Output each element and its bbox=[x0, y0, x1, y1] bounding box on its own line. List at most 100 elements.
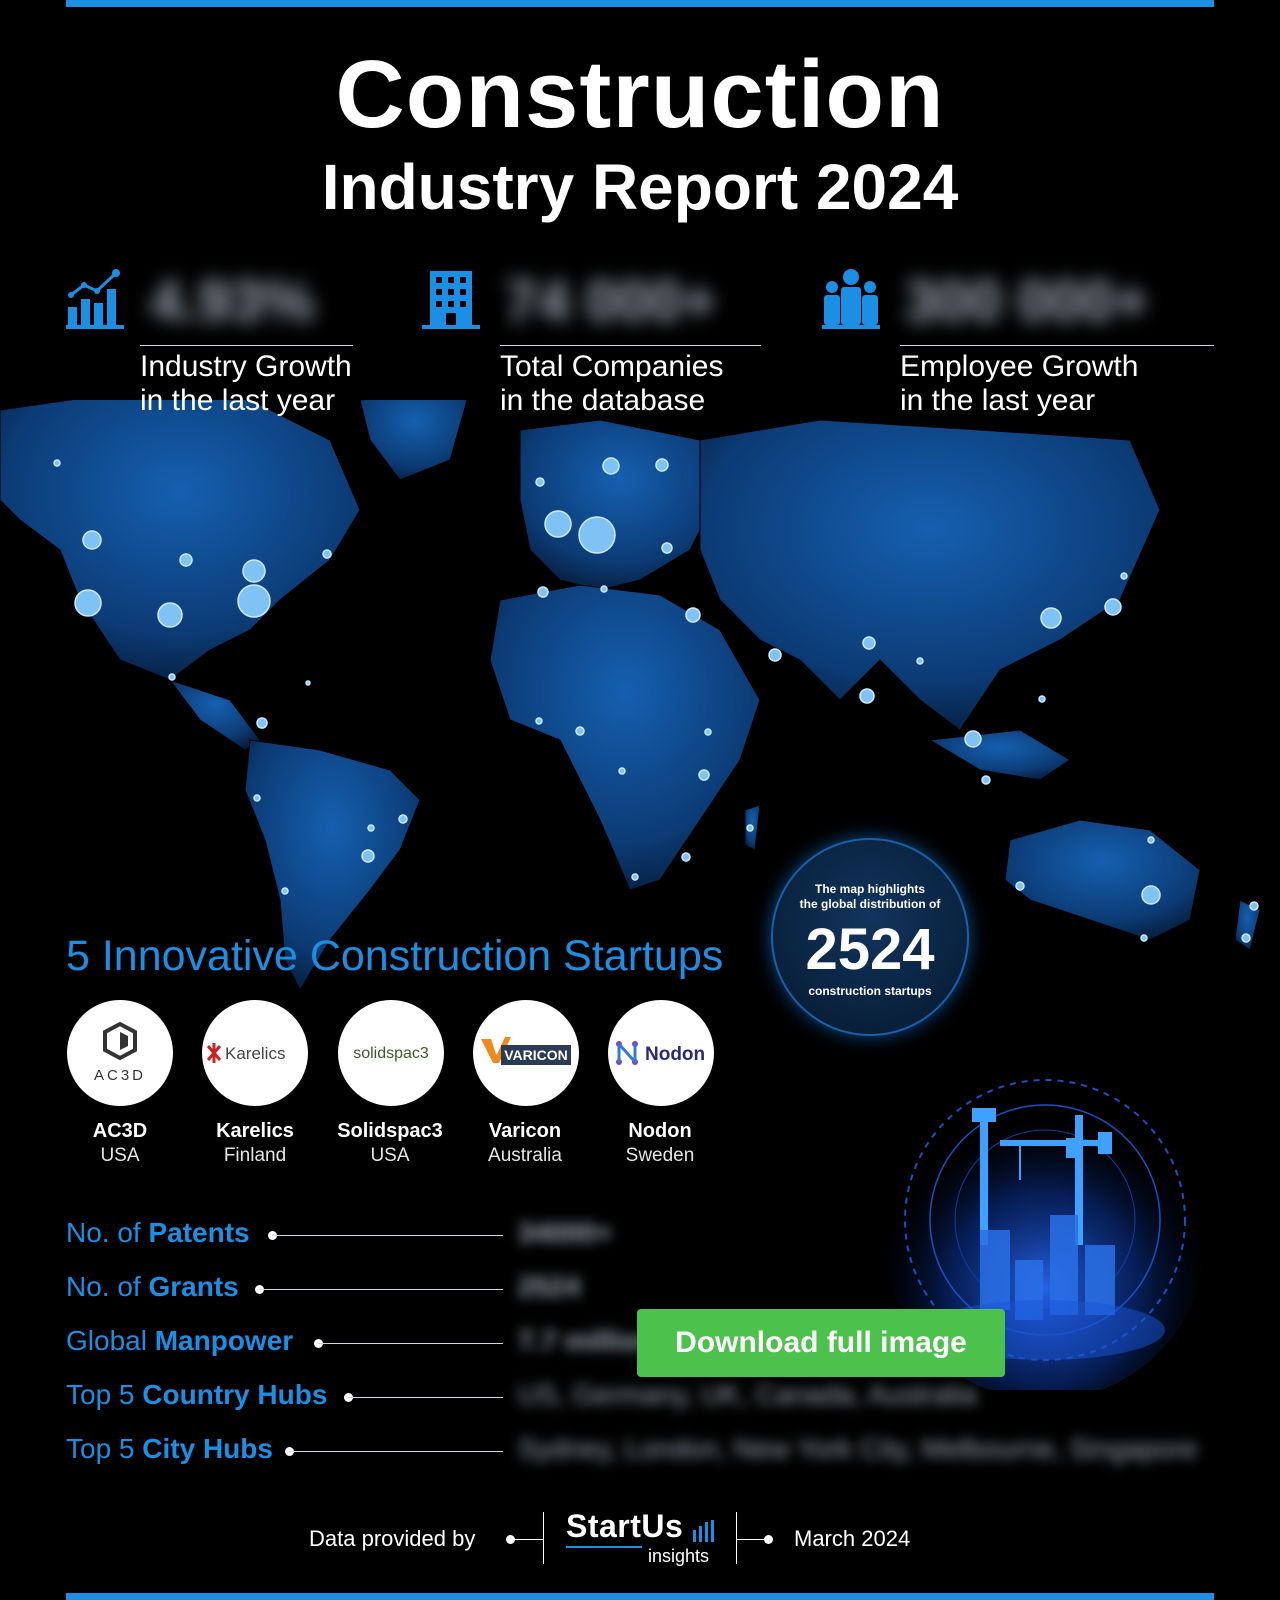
report-subtitle: Industry Report 2024 bbox=[321, 151, 959, 223]
startup-name: Karelics bbox=[216, 1120, 294, 1142]
southeast-asia-islands bbox=[928, 729, 1071, 781]
metric-manpower-label: Global Manpower bbox=[66, 1325, 293, 1357]
badge-footer-caption: construction startups bbox=[808, 984, 932, 998]
brand-name: StartUs bbox=[566, 1508, 684, 1544]
total-companies-value: 74 000+ bbox=[505, 269, 717, 334]
metric-connector-line bbox=[259, 1289, 503, 1290]
people-group-icon bbox=[822, 269, 880, 329]
metric-patents-value: 34000+ bbox=[518, 1217, 613, 1248]
metric-prefix: Top 5 bbox=[66, 1433, 143, 1464]
metric-prefix: Global bbox=[66, 1325, 155, 1356]
australia-landmass bbox=[1004, 819, 1201, 941]
brand-underline bbox=[566, 1546, 642, 1548]
varicon-logo[interactable]: VARICON bbox=[473, 1000, 579, 1106]
africa-landmass bbox=[489, 584, 761, 891]
stat-label-line: Total Companies bbox=[500, 350, 724, 383]
metric-bold: Grants bbox=[148, 1271, 239, 1302]
footer-connector-line bbox=[511, 1539, 543, 1540]
bar-chart-growth-icon bbox=[66, 269, 124, 329]
brand-bars-icon bbox=[693, 1520, 714, 1542]
startus-insights-logo[interactable]: StartUs bbox=[566, 1508, 683, 1545]
startup-country: USA bbox=[370, 1145, 410, 1166]
metric-connector-line bbox=[318, 1343, 503, 1344]
data-provided-by-text: Data provided by bbox=[309, 1526, 476, 1551]
employee-growth-label: Employee Growth in the last year bbox=[900, 350, 1138, 418]
metric-city-hubs-value: Sydney, London, New York City, Melbourne… bbox=[518, 1433, 1198, 1464]
south-america-landmass bbox=[244, 739, 421, 992]
startup-name: Solidspac3 bbox=[337, 1120, 443, 1142]
karelics-logo-mark: Karelics bbox=[206, 1043, 285, 1063]
badge-caption-line: The map highlights bbox=[815, 882, 925, 896]
metric-connector-line bbox=[289, 1451, 503, 1452]
total-companies-label: Total Companies in the database bbox=[500, 350, 723, 418]
karelics-logo[interactable]: Karelics bbox=[202, 1000, 308, 1106]
metric-prefix: No. of bbox=[66, 1217, 149, 1248]
stat-label-line: in the database bbox=[500, 384, 706, 417]
startup-country: Sweden bbox=[625, 1145, 695, 1166]
footer-connector-line bbox=[737, 1539, 767, 1540]
greenland-landmass bbox=[359, 400, 468, 481]
karelics-logo-text: Karelics bbox=[225, 1044, 285, 1063]
startup-count-number: 2524 bbox=[805, 917, 935, 982]
metric-bold: Manpower bbox=[154, 1325, 294, 1356]
startup-name: Varicon bbox=[488, 1120, 562, 1142]
metric-bold: Patents bbox=[148, 1217, 250, 1248]
metric-city-hubs-label: Top 5 City Hubs bbox=[66, 1433, 273, 1465]
footer-dot bbox=[506, 1535, 515, 1544]
startup-count-badge: The map highlights the global distributi… bbox=[771, 838, 969, 1036]
metric-patents-label: No. of Patents bbox=[66, 1217, 250, 1249]
stat-label-line: Industry Growth bbox=[140, 350, 352, 383]
nodon-logo-text: Nodon bbox=[645, 1044, 705, 1065]
stat-divider bbox=[900, 345, 1214, 346]
nodon-logo-mark: Nodon bbox=[616, 1041, 705, 1065]
startup-name: Nodon bbox=[628, 1120, 692, 1142]
office-building-icon bbox=[422, 271, 480, 329]
metric-country-hubs-value: US, Germany, UK, Canada, Australia bbox=[518, 1379, 977, 1410]
startup-country: Finland bbox=[223, 1145, 287, 1166]
varicon-logo-text: VARICON bbox=[504, 1047, 568, 1063]
startup-country: Australia bbox=[488, 1145, 562, 1166]
stat-label-line: in the last year bbox=[900, 384, 1096, 417]
metric-grants-value: 2524 bbox=[518, 1271, 581, 1302]
solidspac3-logo-text: solidspac3 bbox=[353, 1045, 429, 1062]
startup-name: AC3D bbox=[92, 1120, 148, 1142]
solidspac3-logo-mark: solidspac3 bbox=[353, 1045, 429, 1062]
stat-divider bbox=[500, 345, 761, 346]
report-date: March 2024 bbox=[794, 1526, 911, 1551]
ac3d-logo-mark: AC3D bbox=[94, 1021, 146, 1084]
asia-landmass bbox=[699, 419, 1161, 731]
metric-prefix: Top 5 bbox=[66, 1379, 143, 1410]
footer-separator bbox=[736, 1512, 737, 1564]
europe-landmass bbox=[519, 419, 721, 591]
industry-growth-label: Industry Growth in the last year bbox=[140, 350, 352, 418]
report-title: Construction bbox=[335, 41, 945, 148]
north-america-landmass bbox=[0, 400, 361, 681]
ac3d-logo[interactable]: AC3D bbox=[67, 1000, 173, 1106]
nodon-logo[interactable]: Nodon bbox=[608, 1000, 714, 1106]
metric-connector-line bbox=[272, 1235, 503, 1236]
employee-growth-value: 300 000+ bbox=[905, 269, 1149, 334]
world-map bbox=[0, 400, 1261, 992]
bottom-accent-bar bbox=[66, 1593, 1214, 1600]
varicon-logo-mark: VARICON bbox=[481, 1037, 571, 1065]
metric-grants-label: No. of Grants bbox=[66, 1271, 239, 1303]
startup-hotspots bbox=[53, 457, 1259, 943]
ac3d-logo-text: AC3D bbox=[94, 1067, 146, 1084]
badge-caption: The map highlights the global distributi… bbox=[771, 882, 969, 912]
download-full-image-button[interactable]: Download full image bbox=[637, 1309, 1005, 1377]
footer-dot bbox=[764, 1535, 773, 1544]
solidspac3-logo[interactable]: solidspac3 bbox=[338, 1000, 444, 1106]
badge-caption-line: the global distribution of bbox=[799, 897, 941, 911]
stat-label-line: in the last year bbox=[140, 384, 336, 417]
metric-manpower-value: 7.7 million bbox=[518, 1325, 655, 1356]
footer-separator bbox=[543, 1512, 544, 1564]
metric-connector-line bbox=[348, 1397, 503, 1398]
metric-country-hubs-label: Top 5 Country Hubs bbox=[66, 1379, 327, 1411]
stat-label-line: Employee Growth bbox=[900, 350, 1139, 383]
top-accent-bar bbox=[66, 0, 1214, 7]
startups-heading: 5 Innovative Construction Startups bbox=[66, 932, 724, 980]
brand-subtitle: insights bbox=[648, 1546, 710, 1566]
metric-prefix: No. of bbox=[66, 1271, 149, 1302]
central-america-landmass bbox=[168, 679, 261, 751]
startup-country: USA bbox=[100, 1145, 140, 1166]
